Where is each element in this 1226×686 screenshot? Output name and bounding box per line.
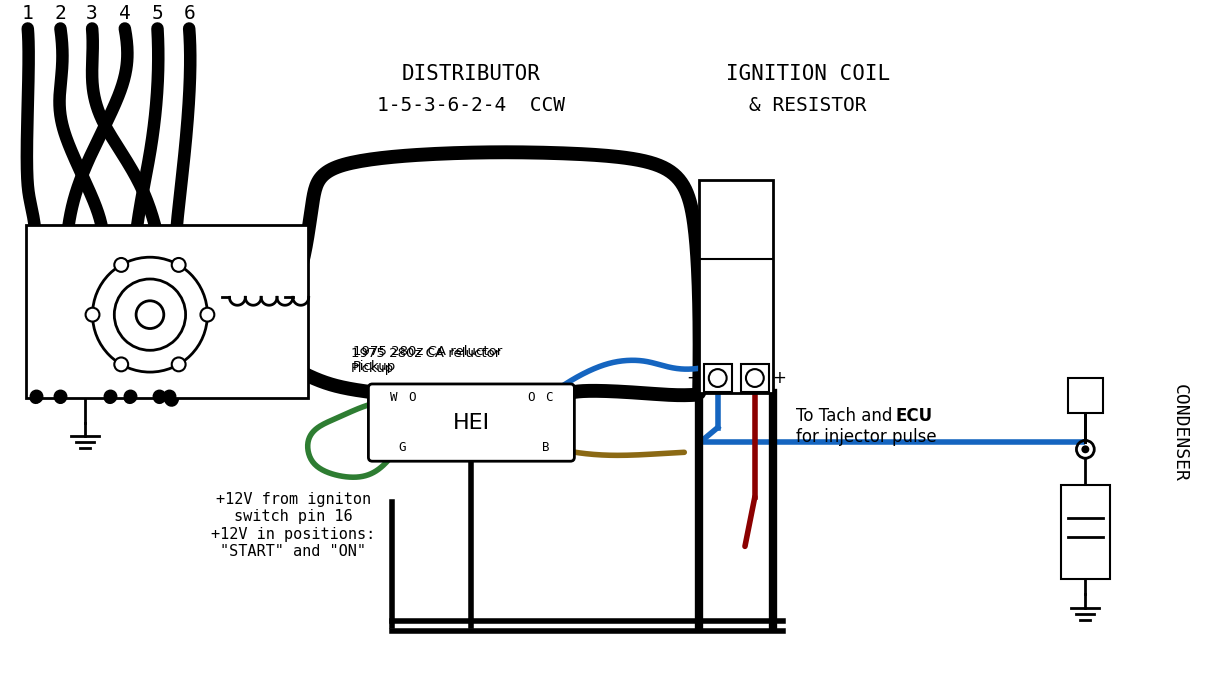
Text: B: B [542,441,549,454]
Text: IGNITION COIL: IGNITION COIL [726,64,890,84]
Text: C: C [544,391,553,404]
Text: 4: 4 [119,3,131,23]
Circle shape [172,357,185,371]
Text: 1975 280z CA reluctor
Pickup: 1975 280z CA reluctor Pickup [353,345,501,373]
Text: O: O [527,391,535,404]
Text: DISTRIBUTOR: DISTRIBUTOR [402,64,541,84]
Text: +12V from igniton
switch pin 16
+12V in positions:
"START" and "ON": +12V from igniton switch pin 16 +12V in … [211,492,375,559]
Text: for injector pulse: for injector pulse [796,429,937,447]
Bar [704,364,732,392]
Text: 1-5-3-6-2-4  CCW: 1-5-3-6-2-4 CCW [378,96,565,115]
Text: 3: 3 [86,3,98,23]
Circle shape [1081,445,1090,453]
Text: W: W [390,391,398,404]
Circle shape [201,308,215,322]
Text: 1: 1 [22,3,33,23]
Text: 6: 6 [184,3,195,23]
Bar [26,224,308,398]
Text: −: − [687,369,700,387]
FancyBboxPatch shape [368,384,574,461]
Text: HEI: HEI [452,412,490,433]
Bar [699,180,774,393]
Circle shape [172,258,185,272]
Bar [1068,378,1103,413]
Circle shape [114,258,129,272]
Text: CONDENSER: CONDENSER [1171,383,1188,482]
Text: G: G [398,441,406,454]
Text: 5: 5 [152,3,163,23]
Circle shape [114,357,129,371]
Text: 1975 280z CA reluctor
Pickup: 1975 280z CA reluctor Pickup [351,347,500,375]
Text: O: O [408,391,416,404]
Text: ECU: ECU [895,407,932,425]
Bar [741,364,769,392]
Bar [1060,485,1110,579]
Text: +: + [772,369,787,387]
Circle shape [86,308,99,322]
Text: & RESISTOR: & RESISTOR [749,96,867,115]
Text: 2: 2 [55,3,66,23]
Text: To Tach and: To Tach and [796,407,897,425]
